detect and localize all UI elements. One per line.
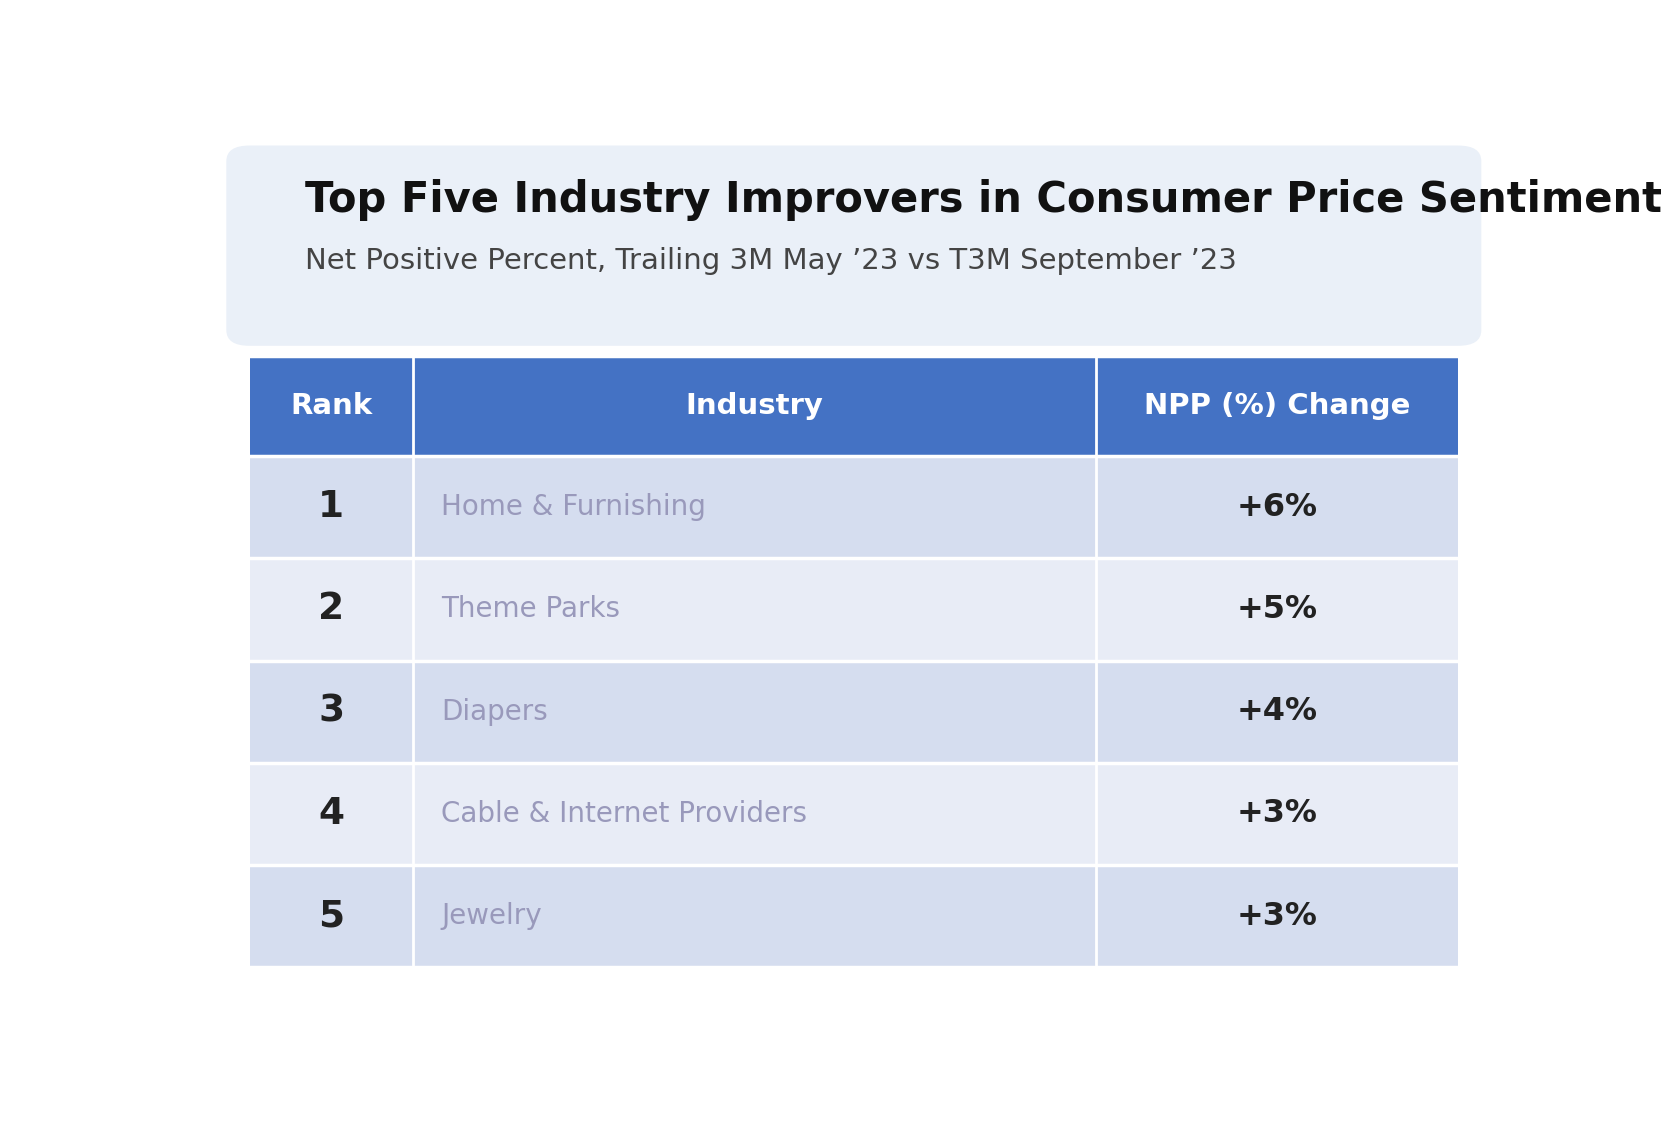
Bar xyxy=(250,456,1458,558)
Text: Industry: Industry xyxy=(685,392,823,420)
Text: 1: 1 xyxy=(318,489,345,525)
Text: Theme Parks: Theme Parks xyxy=(441,596,620,624)
Text: +4%: +4% xyxy=(1236,696,1318,727)
Bar xyxy=(250,356,1458,456)
Text: Diapers: Diapers xyxy=(441,698,548,725)
Text: NPP (%) Change: NPP (%) Change xyxy=(1143,392,1409,420)
Bar xyxy=(250,762,1458,865)
Bar xyxy=(250,661,1458,762)
Text: Net Positive Percent, Trailing 3M May ’23 vs T3M September ’23: Net Positive Percent, Trailing 3M May ’2… xyxy=(305,247,1236,275)
Bar xyxy=(250,865,1458,967)
Text: Top Five Industry Improvers in Consumer Price Sentiment: Top Five Industry Improvers in Consumer … xyxy=(305,179,1663,221)
Text: Cable & Internet Providers: Cable & Internet Providers xyxy=(441,799,806,828)
Text: 5: 5 xyxy=(318,899,345,935)
Bar xyxy=(250,558,1458,661)
Text: +3%: +3% xyxy=(1236,798,1318,830)
Text: 3: 3 xyxy=(318,694,345,730)
Text: Jewelry: Jewelry xyxy=(441,902,541,930)
Text: +3%: +3% xyxy=(1236,901,1318,932)
Text: +5%: +5% xyxy=(1236,593,1318,625)
Text: Rank: Rank xyxy=(290,392,372,420)
Text: 2: 2 xyxy=(318,591,345,627)
Text: Home & Furnishing: Home & Furnishing xyxy=(441,493,706,521)
Text: +6%: +6% xyxy=(1236,492,1318,522)
Text: 4: 4 xyxy=(318,796,345,832)
FancyBboxPatch shape xyxy=(227,145,1481,346)
